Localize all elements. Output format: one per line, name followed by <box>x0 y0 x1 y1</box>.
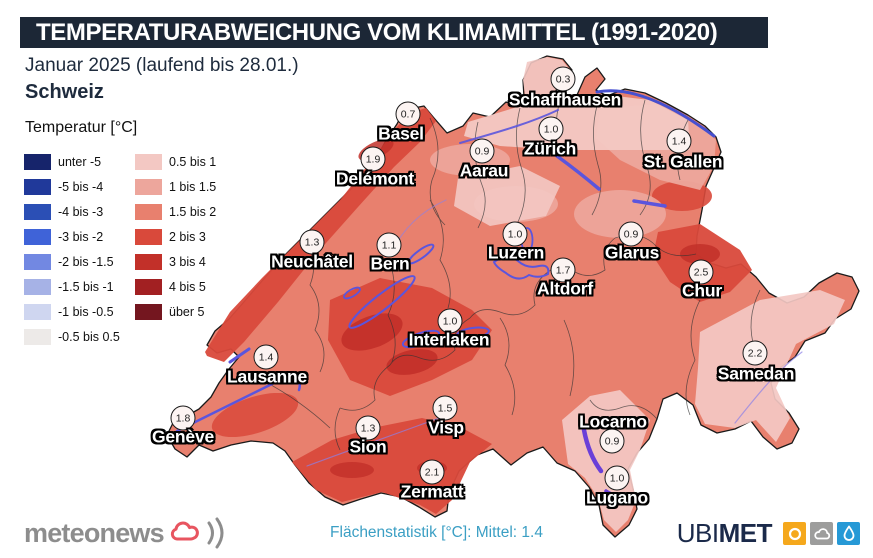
legend-swatch <box>135 203 162 220</box>
legend-swatch <box>135 228 162 245</box>
legend-label: über 5 <box>169 304 205 319</box>
legend-swatch <box>135 278 162 295</box>
meteonews-wordmark: meteonews <box>24 517 165 548</box>
subtitle: Januar 2025 (laufend bis 28.01.) <box>25 55 299 76</box>
canton-borders <box>261 95 761 451</box>
lake-murten <box>343 286 361 300</box>
lake-lugano <box>604 489 641 505</box>
legend-label: 3 bis 4 <box>169 254 206 269</box>
legend-item: 1 bis 1.5 <box>135 174 216 199</box>
legend-label: 0.5 bis 1 <box>169 154 217 169</box>
legend-swatch <box>24 303 51 320</box>
legend-swatch <box>24 278 51 295</box>
droplet-icon <box>837 522 860 545</box>
cloud-icon <box>170 521 199 541</box>
lake-maggiore <box>581 427 604 474</box>
legend-item: -0.5 bis 0.5 <box>24 324 135 349</box>
lake-geneva <box>175 377 302 433</box>
sound-waves-icon <box>207 517 224 549</box>
lake-neuchatel <box>348 275 416 329</box>
legend-label: -1 bis -0.5 <box>58 304 114 319</box>
legend-item: -4 bis -3 <box>24 199 135 224</box>
legend-item: -1 bis -0.5 <box>24 299 135 324</box>
legend-swatch <box>24 203 51 220</box>
legend-item: unter -5 <box>24 149 135 174</box>
legend-swatch <box>24 328 51 345</box>
legend-item: 1.5 bis 2 <box>135 199 216 224</box>
lake-brienz <box>456 326 490 340</box>
page-title: TEMPERATURABWEICHUNG VOM KLIMAMITTEL (19… <box>36 18 718 46</box>
legend-label: 1 bis 1.5 <box>169 179 217 194</box>
legend-label: -1.5 bis -1 <box>58 279 114 294</box>
legend-label: 1.5 bis 2 <box>169 204 217 219</box>
legend-swatch <box>135 178 162 195</box>
ubimet-wordmark-ubi: UBI <box>676 518 719 548</box>
legend-item: 4 bis 5 <box>135 274 216 299</box>
legend-label: -3 bis -2 <box>58 229 104 244</box>
lake-lucerne <box>492 256 550 280</box>
legend-title: Temperatur [°C] <box>25 119 138 136</box>
lake-joux <box>228 347 251 364</box>
legend-label: 4 bis 5 <box>169 279 206 294</box>
legend-item: -5 bis -4 <box>24 174 135 199</box>
legend-item: -3 bis -2 <box>24 224 135 249</box>
legend-swatch <box>135 253 162 270</box>
legend-label: -2 bis -1.5 <box>58 254 114 269</box>
lake-constance-shore <box>595 89 716 138</box>
region-label: Schweiz <box>25 81 104 103</box>
legend-label: -5 bis -4 <box>58 179 104 194</box>
legend-swatch <box>24 153 51 170</box>
legend-item: -1.5 bis -1 <box>24 274 135 299</box>
lake-zurich <box>555 154 601 191</box>
legend-label: -0.5 bis 0.5 <box>58 329 120 344</box>
legend-columns: unter -5 -5 bis -4 -4 bis -3 -3 bis -2 -2 bi… <box>24 149 216 349</box>
cloud-icon <box>810 522 833 545</box>
lake-walen <box>632 199 667 208</box>
legend-swatch <box>24 178 51 195</box>
title-bar: TEMPERATURABWEICHUNG VOM KLIMAMITTEL (19… <box>20 17 768 48</box>
legend-item: 2 bis 3 <box>135 224 216 249</box>
legend-label: unter -5 <box>58 154 102 169</box>
legend-item: 0.5 bis 1 <box>135 149 216 174</box>
ubimet-logo: UBI MET <box>677 518 860 549</box>
legend-label: 2 bis 3 <box>169 229 206 244</box>
legend-swatch <box>135 303 162 320</box>
area-statistics: Flächenstatistik [°C]: Mittel: 1.4 <box>330 524 543 541</box>
legend-item: 3 bis 4 <box>135 249 216 274</box>
legend-swatch <box>24 228 51 245</box>
sun-icon <box>783 522 806 545</box>
meteonews-logo: meteonews <box>24 515 228 551</box>
lake-biel <box>407 243 435 265</box>
legend-item: über 5 <box>135 299 216 324</box>
ubimet-wordmark-met: MET <box>718 518 773 548</box>
legend-swatch <box>135 153 162 170</box>
legend-item: -2 bis -1.5 <box>24 249 135 274</box>
inn-river <box>734 351 803 424</box>
legend-label: -4 bis -3 <box>58 204 104 219</box>
legend-swatch <box>24 253 51 270</box>
